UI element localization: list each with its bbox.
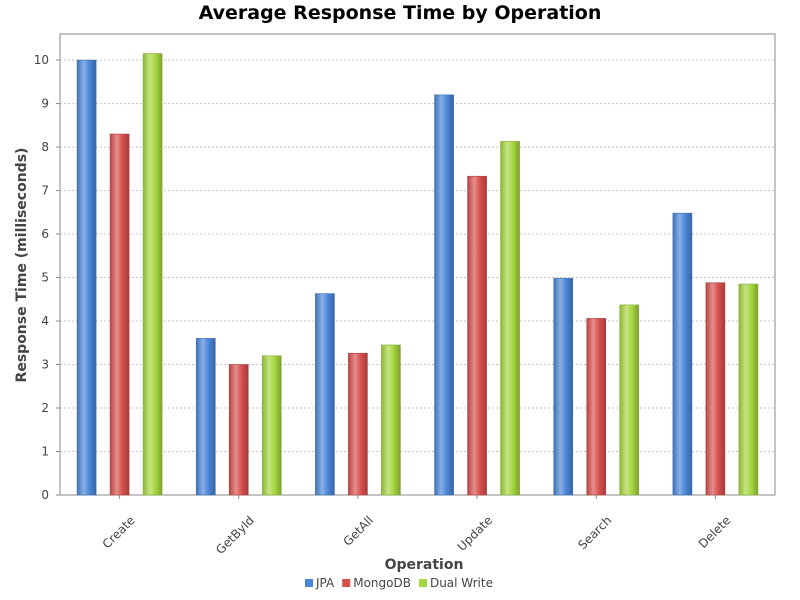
y-tick-label: 7 [41,184,49,198]
bar-mongodb-update [467,175,487,496]
bar-jpa-getall [315,293,335,496]
legend-label: Dual Write [430,576,493,590]
bar-dual-write-update [500,141,520,496]
x-axis-title: Operation [385,557,464,573]
legend-item-jpa: JPA [305,576,335,590]
y-tick-label: 1 [41,445,49,459]
x-tick-label: Update [455,513,496,554]
y-tick-label: 5 [41,271,49,285]
y-tick-label: 2 [41,401,49,415]
y-tick-label: 10 [34,53,49,67]
chart-title: Average Response Time by Operation [198,2,602,24]
y-tick-label: 8 [41,140,49,154]
y-tick-label: 6 [41,227,49,241]
bar-dual-write-delete [738,283,759,496]
bar-mongodb-create [109,133,130,496]
bar-mongodb-delete [705,282,726,496]
bar-mongodb-getall [348,352,368,496]
x-tick-label: GetAll [340,513,376,549]
legend-swatch [342,579,351,587]
x-tick-label: Delete [696,513,734,551]
legend-item-mongodb: MongoDB [342,576,411,590]
legend-swatch [418,579,427,587]
legend-swatch [305,579,313,587]
bar-jpa-search [553,278,574,496]
y-tick-label: 9 [41,97,49,111]
bar-jpa-create [76,59,97,496]
bar-jpa-update [434,94,454,496]
x-axis-ticks: Create GetById GetAll Update Search Delete [100,495,734,557]
gridlines [60,59,775,453]
legend-item-dual-write: Dual Write [418,576,493,590]
legend: JPA MongoDB Dual Write [305,576,493,590]
x-tick-label: Search [575,513,614,552]
y-axis-ticks: 0 1 2 3 4 5 6 7 8 9 10 [34,53,60,502]
bar-jpa-delete [672,212,693,496]
bar-mongodb-search [586,318,607,496]
y-tick-label: 4 [41,314,49,328]
y-axis-title: Response Time (milliseconds) [14,148,30,383]
bar-mongodb-getbyid [228,364,249,496]
y-tick-label: 3 [41,358,49,372]
legend-label: MongoDB [353,576,411,590]
bar-dual-write-create [142,53,163,496]
bar-dual-write-getall [381,344,401,496]
bar-dual-write-getbyid [261,355,282,496]
x-tick-label: GetById [213,513,257,557]
bars [76,53,759,496]
plot-area [59,33,776,496]
bar-dual-write-search [619,304,640,496]
legend-label: JPA [315,576,335,590]
x-tick-label: Create [100,513,138,551]
y-tick-label: 0 [41,488,49,502]
bar-jpa-getbyid [195,338,216,496]
